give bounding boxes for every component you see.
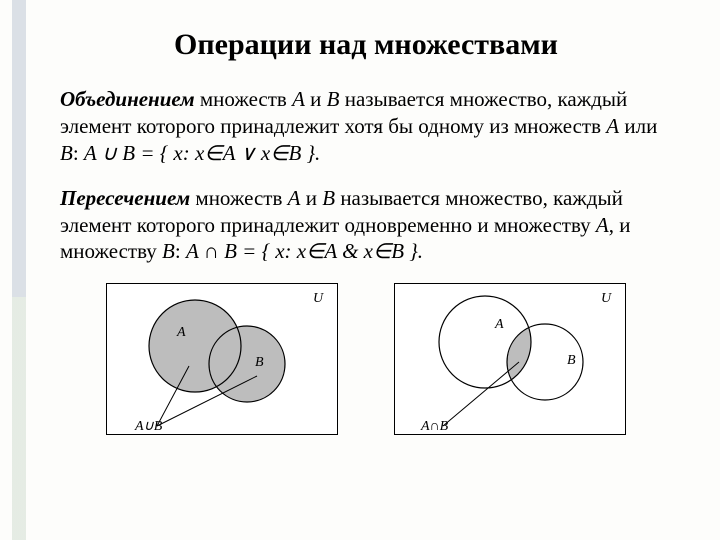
intersection-definition: Пересечением множеств A и B называется м… <box>60 185 672 266</box>
set-b: B <box>60 141 73 165</box>
text: множеств <box>195 87 293 111</box>
venn-union-svg: U A B A∪B <box>107 284 337 434</box>
svg-text:U: U <box>601 291 612 306</box>
text: : <box>73 141 84 165</box>
svg-text:A: A <box>176 325 186 340</box>
set-a: A <box>606 114 619 138</box>
svg-text:A: A <box>494 317 504 332</box>
union-definition: Объединением множеств A и B называется м… <box>60 86 672 167</box>
text: : <box>175 239 186 263</box>
intersection-term: Пересечением <box>60 186 190 210</box>
venn-intersection-figure: U A B A∩B <box>394 283 626 435</box>
set-a: A <box>596 213 609 237</box>
svg-text:A∩B: A∩B <box>420 419 449 434</box>
set-a: A <box>288 186 301 210</box>
venn-union-figure: U A B A∪B <box>106 283 338 435</box>
left-accent-bar <box>12 0 26 540</box>
union-formula: A ∪ B = { x: x∈A ∨ x∈B }. <box>84 141 320 165</box>
figures-row: U A B A∪B U A B A∩B <box>60 283 672 435</box>
text: и <box>305 87 327 111</box>
venn-intersection-svg: U A B A∩B <box>395 284 625 434</box>
set-a: A <box>292 87 305 111</box>
text: и <box>300 186 322 210</box>
slide-title: Операции над множествами <box>60 28 672 62</box>
slide: Операции над множествами Объединением мн… <box>0 0 720 540</box>
text: или <box>619 114 657 138</box>
union-term: Объединением <box>60 87 195 111</box>
svg-text:B: B <box>567 353 576 368</box>
svg-text:A∪B: A∪B <box>134 419 163 434</box>
intersection-formula: A ∩ B = { x: x∈A & x∈B }. <box>186 239 423 263</box>
set-b: B <box>322 186 335 210</box>
svg-text:B: B <box>255 355 264 370</box>
svg-text:U: U <box>313 291 324 306</box>
set-b: B <box>327 87 340 111</box>
text: множеств <box>190 186 288 210</box>
set-b: B <box>162 239 175 263</box>
